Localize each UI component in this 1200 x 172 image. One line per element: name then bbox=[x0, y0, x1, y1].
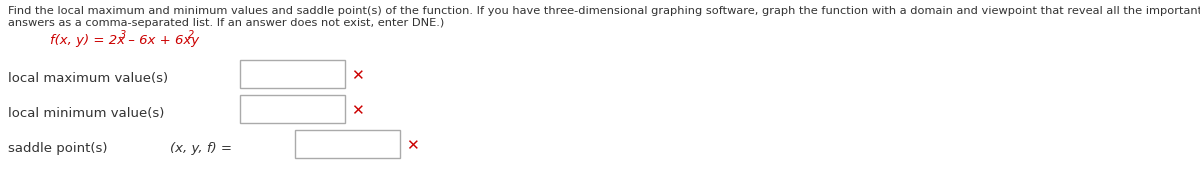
Text: ✕: ✕ bbox=[352, 68, 364, 83]
Text: f(x, y) = 2x: f(x, y) = 2x bbox=[50, 34, 125, 47]
Text: Find the local maximum and minimum values and saddle point(s) of the function. I: Find the local maximum and minimum value… bbox=[8, 6, 1200, 16]
Text: answers as a comma-separated list. If an answer does not exist, enter DNE.): answers as a comma-separated list. If an… bbox=[8, 18, 444, 28]
Text: local minimum value(s): local minimum value(s) bbox=[8, 107, 164, 120]
Text: (x, y, f) =: (x, y, f) = bbox=[170, 142, 232, 155]
Text: 2: 2 bbox=[188, 30, 194, 40]
Bar bbox=[295, 130, 400, 158]
Text: saddle point(s): saddle point(s) bbox=[8, 142, 108, 155]
Text: ✕: ✕ bbox=[406, 138, 419, 153]
Text: local maximum value(s): local maximum value(s) bbox=[8, 72, 168, 85]
Bar bbox=[240, 95, 346, 123]
Text: – 6x + 6xy: – 6x + 6xy bbox=[125, 34, 199, 47]
Text: 3: 3 bbox=[120, 30, 126, 40]
Text: ✕: ✕ bbox=[352, 103, 364, 118]
Bar bbox=[240, 60, 346, 88]
